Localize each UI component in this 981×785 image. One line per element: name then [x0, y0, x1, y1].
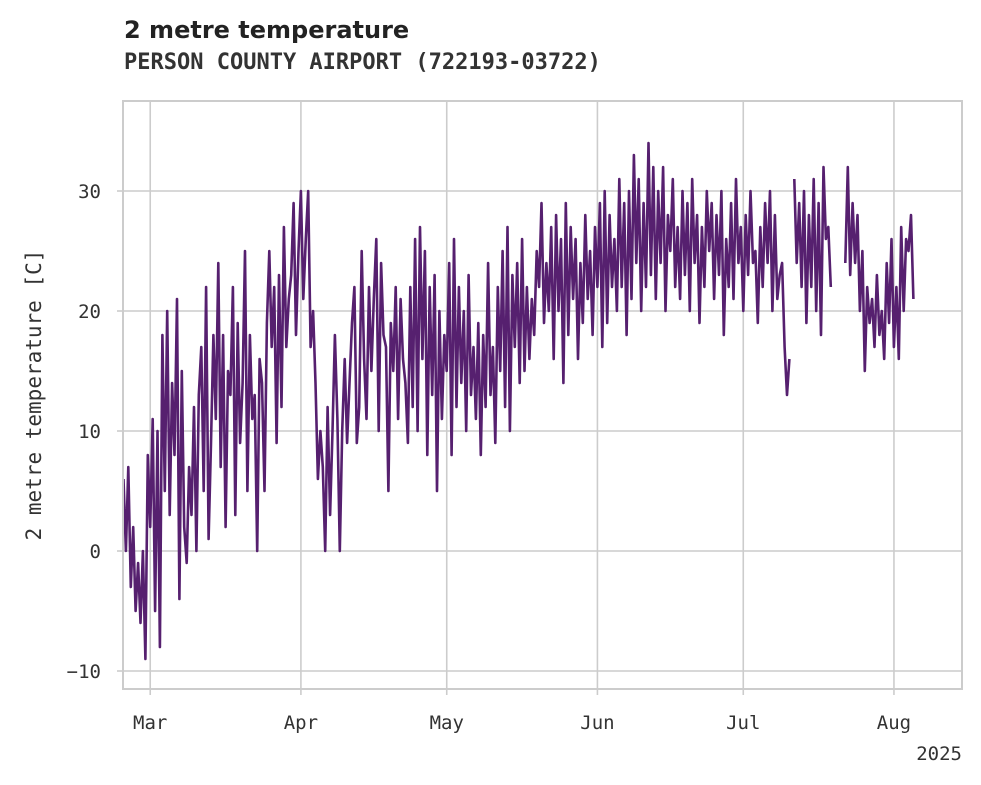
x-tick-label: Jul: [726, 712, 760, 734]
x-year-label: 2025: [916, 743, 962, 765]
x-tick-label: Jun: [580, 712, 614, 734]
plot-frame: [122, 100, 963, 690]
y-tick-label: 20: [78, 301, 101, 323]
chart-title: 2 metre temperature: [124, 16, 410, 44]
y-tick-label: 0: [90, 541, 101, 563]
y-ticks: −10 0 10 20 30: [67, 181, 123, 683]
x-tick-label: Mar: [133, 712, 167, 734]
y-tick-label: −10: [67, 661, 101, 683]
series-line: [122, 141, 915, 661]
y-tick-label: 30: [78, 181, 101, 203]
y-tick-label: 10: [78, 421, 101, 443]
y-axis-label: 2 metre temperature [C]: [22, 250, 46, 541]
series-layer: [122, 141, 915, 661]
x-tick-label: Aug: [877, 712, 911, 734]
chart-subtitle: PERSON COUNTY AIRPORT (722193-03722): [124, 50, 601, 75]
x-tick-label: Apr: [284, 712, 318, 734]
x-tick-label: May: [430, 712, 464, 734]
x-ticks: Mar Apr May Jun Jul Aug: [133, 689, 911, 734]
